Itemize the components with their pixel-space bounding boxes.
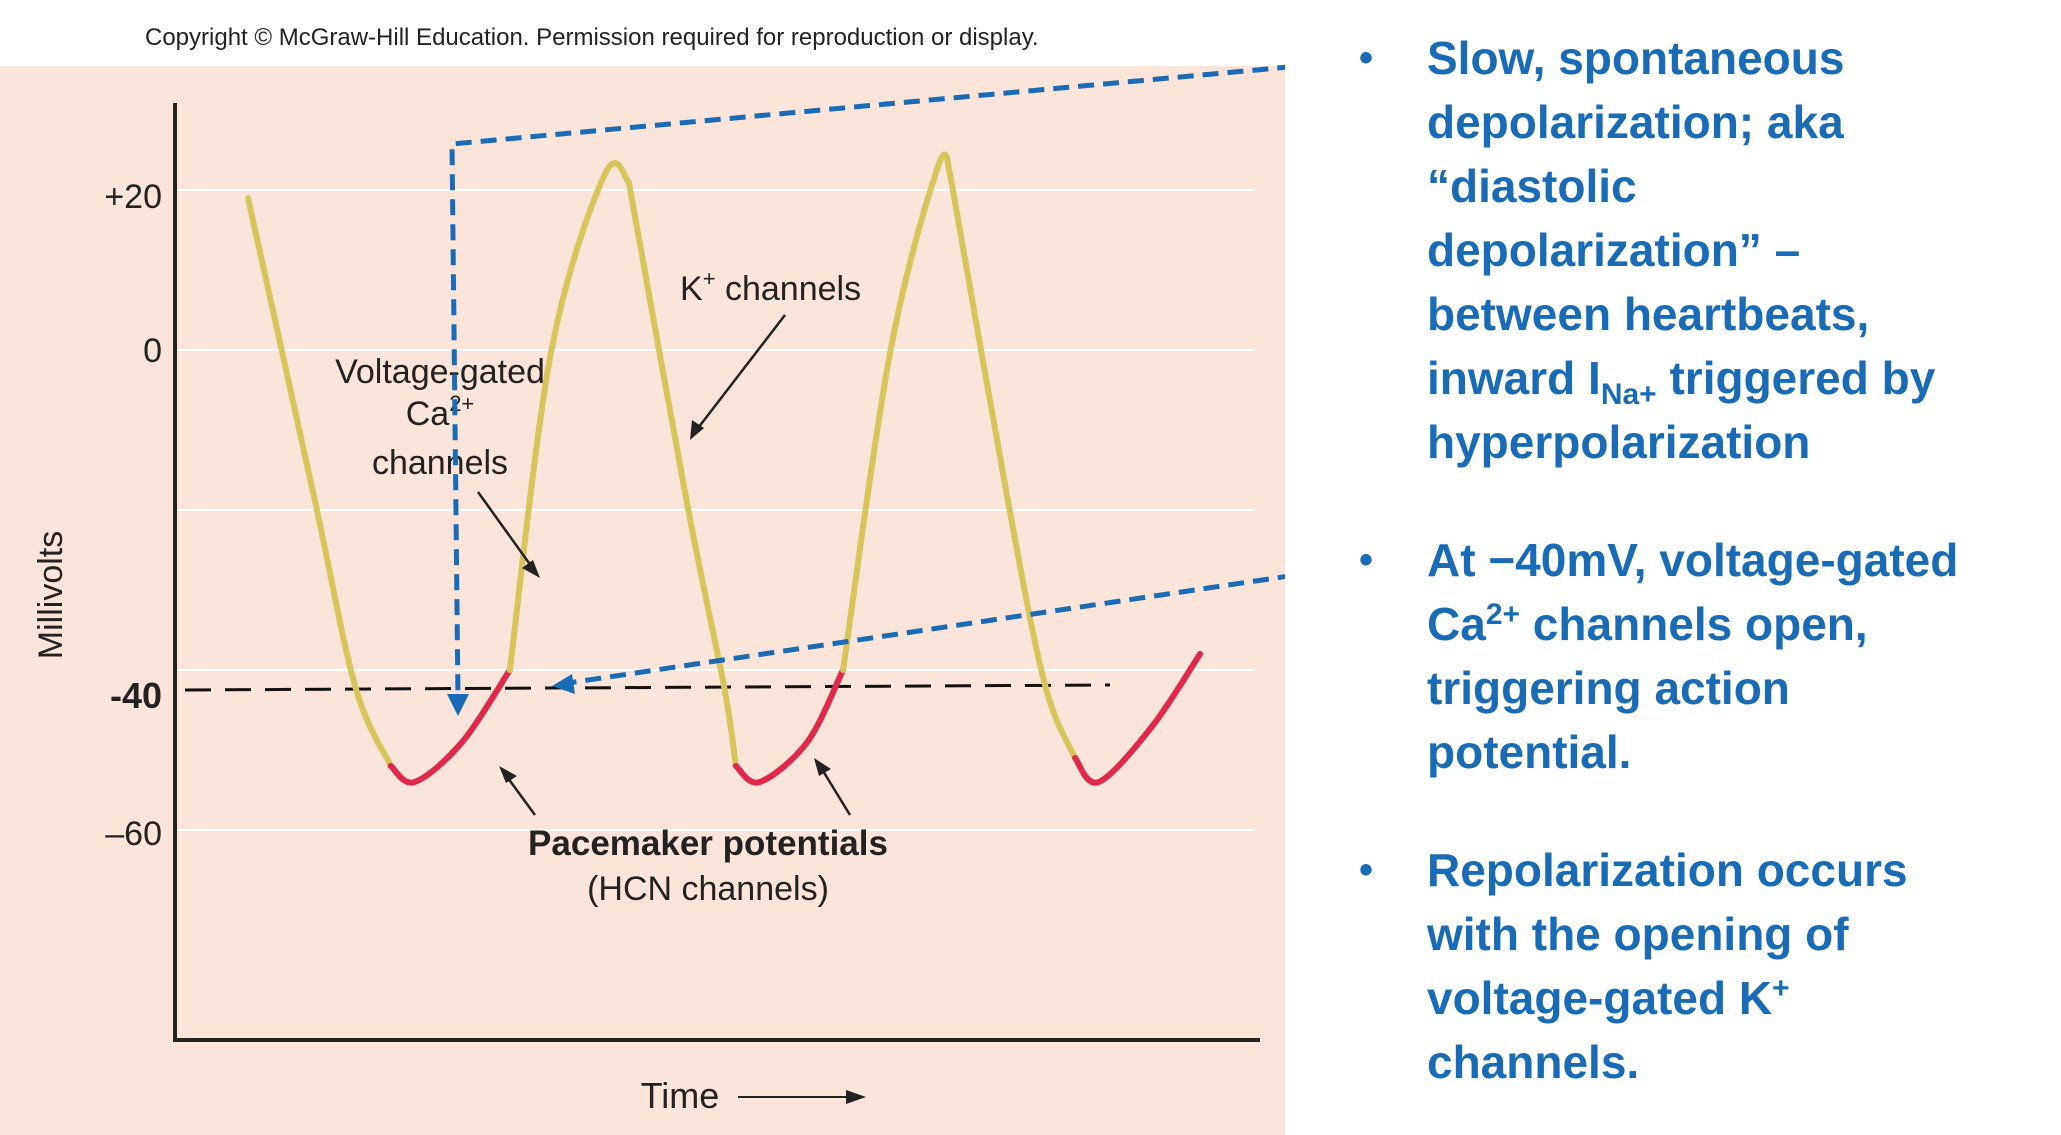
bullet-text: Ca [1427, 598, 1486, 650]
k-channels-label: K+ channels [680, 266, 861, 308]
pacemaker-pointer-1 [499, 766, 537, 816]
repolarization-segment-6 [947, 171, 1079, 761]
bullet-line: Ca2+ channels open, [1427, 592, 2055, 656]
ca-channels-label-1: Voltage-gated [335, 353, 545, 391]
k-channels-pointer [690, 314, 786, 440]
bullet-marker: • [1359, 848, 1374, 892]
pacemaker-label: Pacemaker potentials [528, 824, 888, 863]
bullet-line: At −40mV, voltage-gated [1427, 534, 1959, 586]
threshold-label: -40 [110, 675, 162, 716]
bullet-line: depolarization” – [1427, 224, 1801, 276]
waveform [245, 151, 1203, 786]
subscript: Na+ [1600, 378, 1657, 411]
pacemaker-pointer-2 [814, 758, 852, 816]
callout-threshold [552, 574, 1285, 694]
bullet-line: depolarization; aka [1427, 96, 1844, 148]
pacemaker-segment-4 [732, 667, 846, 786]
bullet-line: between heartbeats, [1427, 288, 1870, 340]
copyright-notice: Copyright © McGraw-Hill Education. Permi… [145, 24, 1039, 51]
bullet-line: inward INa+ triggered by [1427, 346, 2055, 410]
ca-channels-label-2: Ca2+ [406, 391, 475, 433]
superscript: + [1772, 972, 1790, 1005]
bullet-repolarization: • Repolarization occurs with the opening… [1355, 838, 2055, 1094]
pacemaker-segment-7 [1072, 651, 1203, 786]
time-arrow [738, 1090, 866, 1104]
threshold-line [184, 683, 1111, 692]
bullet-marker: • [1359, 538, 1374, 582]
repolarization-segment-3 [625, 179, 739, 769]
bullet-text: channels open, [1520, 598, 1868, 650]
x-axis-title: Time [641, 1075, 720, 1116]
y-axis-title: Millivolts [32, 531, 70, 659]
superscript: 2+ [1485, 598, 1521, 631]
bullet-marker: • [1359, 36, 1374, 80]
bullet-line: channels. [1427, 1036, 1640, 1088]
repolarization-segment-0 [245, 195, 394, 769]
depolarization-segment-5 [840, 151, 954, 673]
bullet-list: • Slow, spontaneous depolarization; aka … [1355, 26, 2055, 1094]
bullet-line: Repolarization occurs [1427, 844, 1908, 896]
y-tick-label: –60 [105, 815, 162, 853]
ca-channels-pointer [476, 491, 540, 578]
bullet-line: potential. [1427, 726, 1632, 778]
y-tick-label: +20 [104, 178, 162, 216]
y-tick-label: 0 [143, 332, 162, 370]
bullet-line: hyperpolarization [1427, 416, 1811, 468]
depolarization-segment-2 [506, 160, 632, 673]
bullet-threshold: • At −40mV, voltage-gated Ca2+ channels … [1355, 528, 2055, 784]
bullet-text: voltage-gated K [1427, 972, 1773, 1024]
bullet-line: with the opening of [1427, 908, 1849, 960]
ca-channels-label-3: channels [372, 444, 508, 482]
bullet-line: triggering action [1427, 662, 1790, 714]
bullet-slow-depolarization: • Slow, spontaneous depolarization; aka … [1355, 26, 2055, 474]
bullet-line: voltage-gated K+ [1427, 966, 2055, 1030]
pacemaker-chart: +20 0 –60 -40 Millivolts Time K+ channel… [32, 64, 1285, 1116]
bullet-text: triggered by [1656, 352, 1936, 404]
bullet-text: inward I [1427, 352, 1601, 404]
gridlines [175, 189, 1255, 831]
bullet-line: “diastolic [1427, 160, 1637, 212]
callout-depolarization [447, 64, 1285, 716]
hcn-label: (HCN channels) [587, 870, 829, 908]
pacemaker-segment-1 [387, 667, 513, 786]
bullet-line: Slow, spontaneous [1427, 32, 1845, 84]
